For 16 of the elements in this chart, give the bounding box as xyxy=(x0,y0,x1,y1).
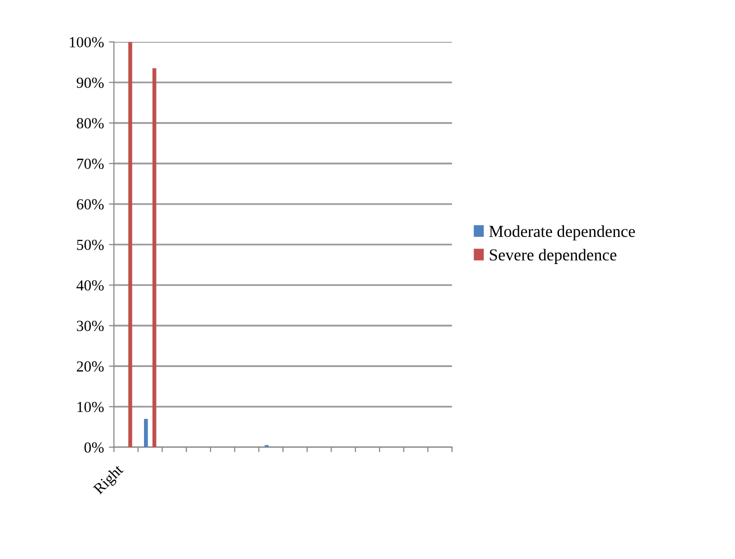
y-tick-label: 80% xyxy=(76,118,104,128)
bar xyxy=(128,42,132,448)
legend-label: Moderate dependence xyxy=(489,225,635,240)
y-tick-label: 30% xyxy=(76,320,104,332)
y-tick-label: 20% xyxy=(76,361,104,372)
bar xyxy=(144,418,148,448)
y-tick-label: 60% xyxy=(76,199,104,210)
y-tick-label: 10% xyxy=(78,402,104,412)
legend-label: Severe dependence xyxy=(490,248,616,264)
y-tick-label: 90% xyxy=(76,78,104,88)
bar xyxy=(152,68,156,448)
y-tick-label: 70% xyxy=(77,158,104,170)
y-tick-label: 0% xyxy=(84,442,104,453)
y-tick-label: 50% xyxy=(77,240,104,250)
y-tick-label: 40% xyxy=(76,280,104,291)
y-tick-label: 100% xyxy=(70,37,104,48)
